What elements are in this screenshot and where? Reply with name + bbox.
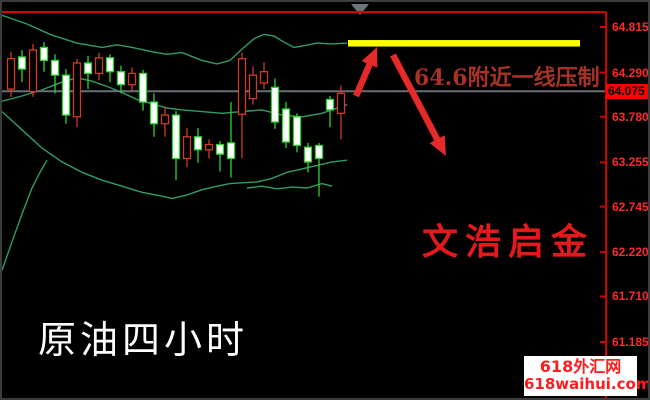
candlestick xyxy=(259,71,269,84)
candlestick xyxy=(17,56,27,70)
current-price-label: 64.075 xyxy=(606,84,648,99)
resistance-annotation-text: 64.6附近一线压制 xyxy=(414,65,600,91)
author-watermark-text: 文浩启金 xyxy=(422,221,595,263)
candlestick xyxy=(193,136,203,151)
candlestick xyxy=(6,58,16,90)
candlestick xyxy=(237,58,247,115)
down-arrow-annotation-shaft xyxy=(390,53,442,145)
lower-band-line xyxy=(2,111,348,200)
site-watermark-badge: 618外汇网 618waihui.com xyxy=(524,356,650,396)
candlestick xyxy=(50,59,60,76)
candlestick xyxy=(292,116,302,147)
candlestick xyxy=(215,143,225,155)
upper-band-line xyxy=(2,14,348,65)
axis-tick-label: 61.185 xyxy=(612,334,649,349)
candlestick xyxy=(116,71,126,86)
lower-flat-segment-line xyxy=(246,182,333,190)
axis-tick-label: 64.290 xyxy=(612,65,649,80)
triangle-marker-icon xyxy=(351,4,369,15)
lower-band-left-tail-line xyxy=(2,159,48,271)
candlestick xyxy=(325,98,335,111)
axis-tick-label: 62.220 xyxy=(612,245,649,260)
site-name-text: 618外汇网 xyxy=(539,357,622,376)
instrument-timeframe-label: 原油四小时 xyxy=(38,318,249,362)
down-arrow-annotation-head xyxy=(429,135,446,156)
candlestick xyxy=(149,101,159,125)
candlestick xyxy=(171,114,181,160)
axis-tick-label: 63.255 xyxy=(612,155,649,170)
candlestick xyxy=(281,108,291,143)
candlestick xyxy=(94,57,104,75)
candlestick xyxy=(72,62,82,118)
candlestick xyxy=(28,49,38,93)
candlestick xyxy=(336,92,346,114)
axis-tick-label: 62.745 xyxy=(612,199,649,214)
up-arrow-annotation-shaft xyxy=(353,59,375,98)
candlestick xyxy=(270,86,280,123)
candlestick xyxy=(248,74,258,100)
candlestick xyxy=(83,62,93,75)
candlestick xyxy=(138,72,148,103)
candlestick xyxy=(39,46,49,62)
candlestick xyxy=(61,74,71,116)
candlestick xyxy=(226,142,236,160)
axis-tick-label: 63.780 xyxy=(612,109,649,124)
candlestick xyxy=(160,114,170,125)
candlestick xyxy=(204,143,214,151)
axis-tick-label: 61.710 xyxy=(612,289,649,304)
candlestick xyxy=(303,146,313,163)
up-arrow-annotation-head xyxy=(361,47,378,68)
axis-tick-label: 64.815 xyxy=(612,20,649,34)
candlestick xyxy=(182,136,192,160)
candlestick xyxy=(314,144,324,160)
site-url-text: 618waihui.com xyxy=(524,375,650,393)
candlestick xyxy=(105,57,115,73)
middle-band-line xyxy=(2,77,348,118)
resistance-line xyxy=(348,40,580,47)
candlestick xyxy=(127,72,137,86)
